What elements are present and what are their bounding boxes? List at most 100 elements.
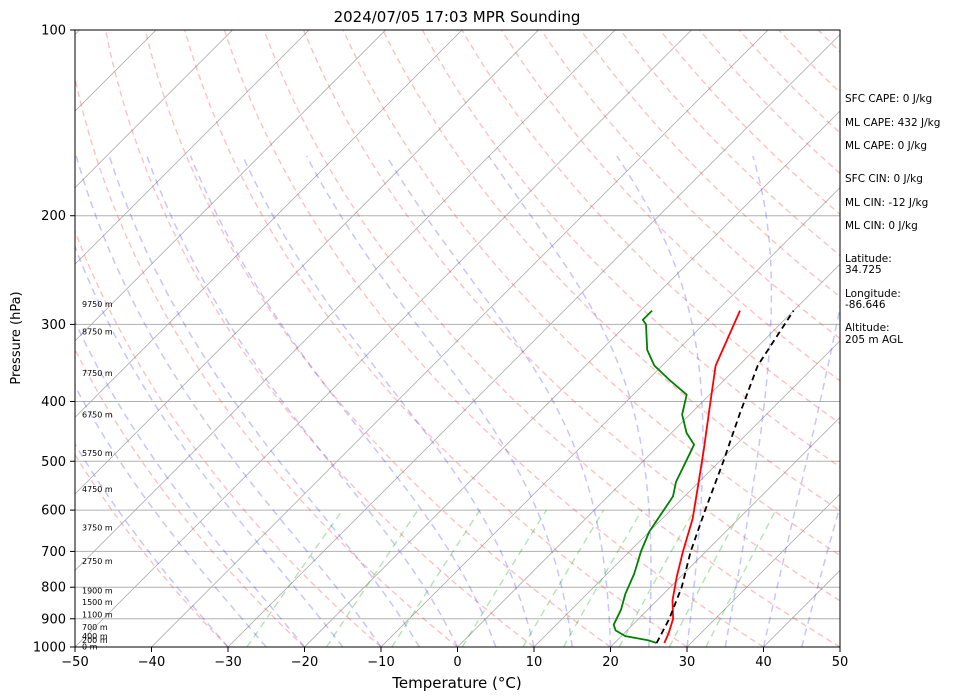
longitude-value: -86.646 [845, 299, 886, 311]
isotherm-line [75, 30, 463, 418]
dry-adiabat-line [302, 30, 840, 602]
y-tick-label: 600 [41, 504, 66, 519]
plot-frame [74, 29, 841, 648]
dry-adiabat-line [75, 453, 229, 647]
annotation-panel: SFC CAPE: 0 J/kg ML CAPE: 432 J/kg ML CA… [845, 93, 940, 346]
height-label: 1100 m [82, 610, 113, 619]
y-tick-label: 500 [41, 455, 66, 470]
dry-adiabat-line [75, 75, 458, 647]
height-label: 700 m [82, 623, 108, 632]
x-tick-label: 50 [832, 655, 849, 670]
x-axis: −50 −40 −30 −20 −10 0 10 20 30 40 50 [61, 647, 848, 670]
y-axis-label: Pressure (hPa) [9, 291, 24, 384]
x-tick-label: 30 [679, 655, 696, 670]
mixing-ratio-line [562, 509, 643, 647]
x-tick-label: −50 [61, 655, 88, 670]
isotherm-line [75, 30, 616, 572]
x-tick-label: −10 [367, 655, 394, 670]
height-label: 2750 m [82, 557, 113, 566]
y-tick-label: 1000 [33, 641, 66, 656]
mixing-ratio-line [668, 509, 743, 647]
x-tick-label: −40 [138, 655, 165, 670]
moist-adiabat-line [75, 442, 229, 647]
dry-adiabat-line [619, 30, 840, 257]
dry-adiabat-line [659, 30, 840, 216]
plot-area [0, 30, 840, 647]
y-axis: 100 200 300 400 500 600 700 800 900 1000 [33, 24, 75, 656]
altitude-value: 205 m AGL [845, 334, 903, 346]
temperature-line [663, 310, 741, 644]
mixing-ratio-line [522, 509, 605, 647]
mixing-ratio-line [246, 509, 343, 647]
x-axis-label: Temperature (°C) [391, 674, 521, 692]
moist-adiabat-line [108, 155, 420, 647]
mixing-ratio-line [391, 509, 481, 647]
height-label: 0 m [82, 642, 98, 651]
isotherm-line [75, 30, 692, 647]
moist-adiabat-line [305, 155, 574, 647]
sounding-lines [612, 309, 795, 644]
moist-adiabat-line [242, 155, 535, 647]
background-lines [0, 30, 840, 647]
ml-cape-2-text: ML CAPE: 0 J/kg [845, 140, 927, 152]
y-tick-label: 900 [41, 612, 66, 627]
height-label: 5750 m [82, 449, 113, 458]
isotherm-line [75, 30, 310, 265]
dry-adiabat-line [342, 30, 840, 557]
isotherm-line [75, 30, 386, 342]
dry-adiabat-line [75, 229, 382, 647]
x-tick-label: 10 [526, 655, 543, 670]
moist-adiabat-line [75, 384, 267, 647]
ml-cape-text: ML CAPE: 432 J/kg [845, 117, 940, 129]
latitude-value: 34.725 [845, 264, 882, 276]
parcel-path-line [655, 310, 795, 644]
moist-adiabat-line [75, 320, 306, 647]
isotherm-line [227, 33, 840, 647]
height-label: 400 m [82, 632, 108, 641]
ml-cin-text: ML CIN: -12 J/kg [845, 197, 928, 209]
moist-adiabat-line [385, 155, 612, 647]
x-tick-label: −20 [291, 655, 318, 670]
height-label: 200 m [82, 636, 108, 645]
dry-adiabat-line [223, 30, 764, 647]
height-label: 3750 m [82, 523, 113, 532]
y-tick-label: 100 [41, 24, 66, 39]
dry-adiabat-line [699, 30, 840, 175]
height-label: 7750 m [82, 369, 113, 378]
height-labels: 9750 m 8750 m 7750 m 6750 m 5750 m 4750 m 3750… [82, 300, 113, 651]
moist-adiabat-line [616, 155, 704, 647]
mixing-ratio-line [325, 509, 419, 647]
x-tick-label: 40 [755, 655, 772, 670]
isotherm-line [686, 493, 840, 647]
moist-adiabat-line [724, 155, 773, 647]
dry-adiabat-line [421, 30, 840, 468]
longitude-label: Longitude: [845, 288, 901, 300]
moist-adiabat-line [189, 155, 497, 647]
isotherm-line [533, 340, 840, 647]
dewpoint-line [612, 309, 695, 644]
isotherm-line [380, 187, 840, 647]
moist-adiabat-line [488, 155, 652, 647]
isotherm-line [304, 110, 840, 647]
isotherm-line [75, 30, 233, 189]
sfc-cin-text: SFC CIN: 0 J/kg [845, 173, 923, 185]
height-label: 1900 m [82, 587, 113, 596]
chart-title: 2024/07/05 17:03 MPR Sounding [334, 8, 581, 26]
x-tick-label: 20 [602, 655, 619, 670]
height-label: 9750 m [82, 300, 113, 309]
dry-adiabat-line [104, 30, 535, 647]
sfc-cape-text: SFC CAPE: 0 J/kg [845, 93, 932, 105]
y-tick-label: 300 [41, 318, 66, 333]
dry-adiabat-line [461, 30, 840, 425]
height-label: 1500 m [82, 598, 113, 607]
dry-adiabat-line [263, 30, 840, 647]
dry-adiabat-line [501, 30, 840, 382]
dry-adiabat-line [184, 30, 688, 647]
dry-adiabat-line [75, 348, 305, 647]
isotherm-line [75, 30, 539, 495]
isotherm-line [610, 416, 840, 647]
mixing-ratio-line [705, 509, 777, 647]
dry-adiabat-line [540, 30, 840, 340]
height-label: 6750 m [82, 411, 113, 420]
isotherm-line [0, 30, 3, 647]
